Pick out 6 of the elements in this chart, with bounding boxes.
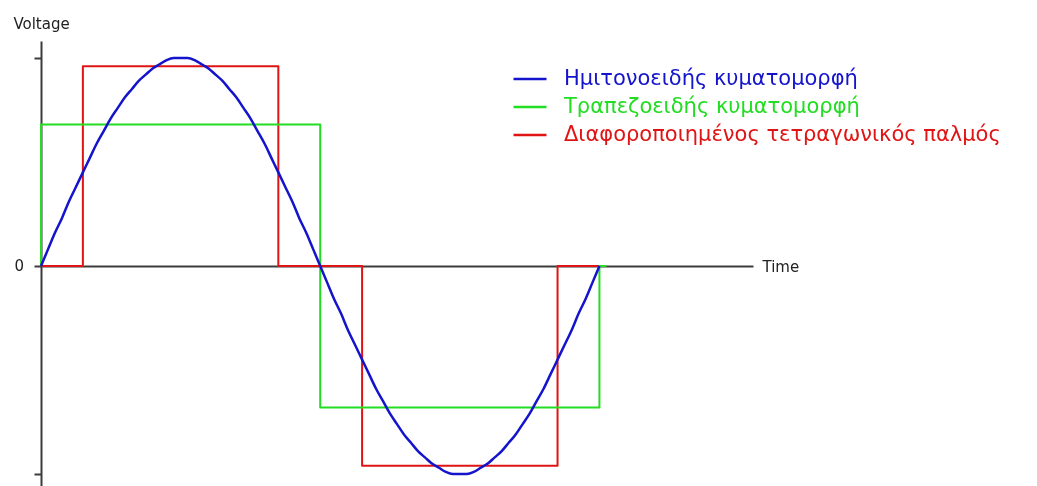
y-axis-title: Voltage bbox=[13, 14, 70, 33]
legend-label: Ημιτονοειδής κυματομορφή bbox=[564, 66, 858, 90]
legend-label: Διαφοροποιημένος τετραγωνικός παλμός bbox=[564, 122, 1001, 146]
text: 0 bbox=[14, 257, 24, 275]
x-axis-title: Time bbox=[761, 257, 800, 276]
legend-label: Τραπεζοειδής κυματομορφή bbox=[563, 94, 860, 118]
